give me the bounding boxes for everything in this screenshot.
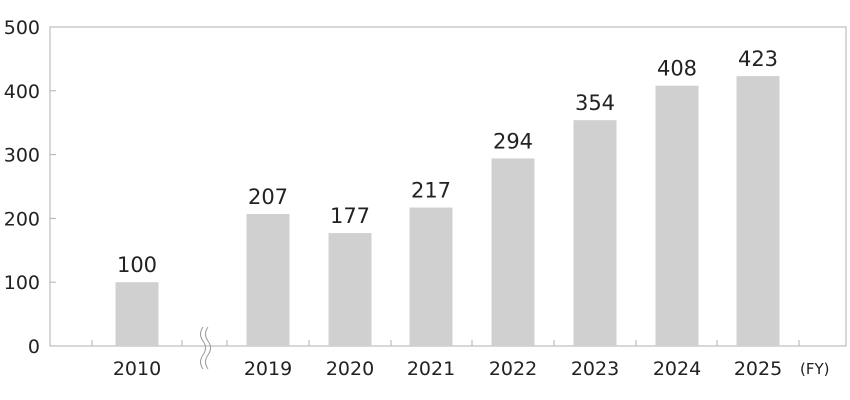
data-label-2021: 217 bbox=[411, 179, 451, 203]
x-tick-label-2020: 2020 bbox=[326, 358, 374, 380]
y-tick-label: 500 bbox=[4, 17, 40, 39]
x-tick-label-2021: 2021 bbox=[407, 358, 455, 380]
y-axis: 0 100 200 300 400 500 bbox=[4, 17, 56, 358]
data-label-2019: 207 bbox=[248, 185, 288, 209]
x-tick-label-2023: 2023 bbox=[571, 358, 619, 380]
bars: 100 207 177 217 294 354 408 423 bbox=[115, 47, 780, 347]
x-axis: 2010 2019 2020 2021 2022 2023 2024 2025 bbox=[91, 340, 800, 380]
bar-2021 bbox=[409, 207, 453, 346]
x-tick-label-2024: 2024 bbox=[653, 358, 701, 380]
y-tick-label: 400 bbox=[4, 81, 40, 103]
bar-2020 bbox=[328, 233, 372, 346]
bar-2025 bbox=[736, 76, 780, 346]
data-label-2025: 423 bbox=[738, 47, 778, 71]
x-tick-label-2022: 2022 bbox=[489, 358, 537, 380]
data-label-2022: 294 bbox=[493, 129, 533, 153]
x-tick-label-2019: 2019 bbox=[244, 358, 292, 380]
axis-break-mark bbox=[200, 326, 211, 370]
bar-2024 bbox=[655, 85, 699, 347]
y-tick-label: 0 bbox=[28, 336, 40, 358]
bar-2022 bbox=[491, 158, 535, 346]
bar-2023 bbox=[573, 120, 617, 346]
data-label-2020: 177 bbox=[330, 204, 370, 228]
data-label-2023: 354 bbox=[575, 91, 615, 115]
y-tick-label: 300 bbox=[4, 145, 40, 167]
x-tick-label-2010: 2010 bbox=[113, 358, 161, 380]
bar-2010 bbox=[115, 282, 159, 346]
x-axis-unit-label: (FY) bbox=[800, 360, 830, 378]
data-label-2024: 408 bbox=[657, 57, 697, 81]
x-tick-label-2025: 2025 bbox=[734, 358, 782, 380]
bar-2019 bbox=[246, 213, 290, 346]
data-label-2010: 100 bbox=[117, 253, 157, 277]
y-tick-label: 200 bbox=[4, 208, 40, 230]
y-tick-label: 100 bbox=[4, 272, 40, 294]
